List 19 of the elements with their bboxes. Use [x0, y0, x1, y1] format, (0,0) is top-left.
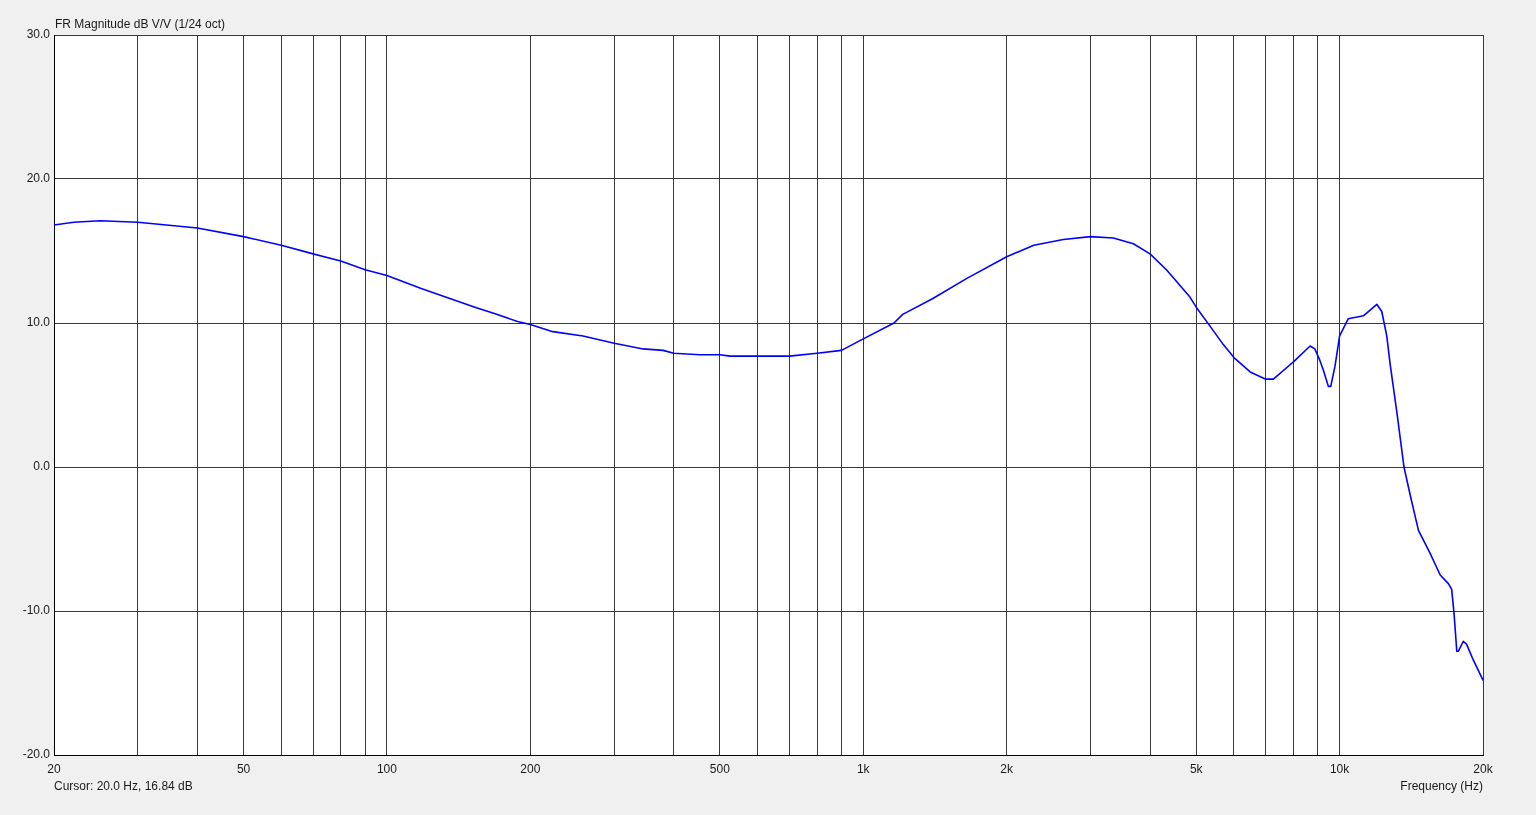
x-tick-label: 1k: [856, 761, 871, 776]
y-tick-label: 30.0: [26, 27, 51, 42]
x-tick-label: 20: [47, 761, 61, 776]
y-tick-label: 10.0: [26, 315, 51, 330]
x-tick-label: 10k: [1329, 761, 1351, 776]
y-axis-title: FR Magnitude dB V/V (1/24 oct): [55, 17, 226, 32]
y-tick-label: 0.0: [33, 459, 51, 474]
y-tick-label: -10.0: [22, 603, 51, 618]
x-tick-label: 5k: [1189, 761, 1204, 776]
x-tick-label: 2k: [1000, 761, 1014, 776]
x-tick-label: 200: [520, 761, 541, 776]
y-tick-label: 20.0: [26, 171, 51, 186]
x-axis-title: Frequency (Hz): [1400, 779, 1483, 794]
x-tick-label: 20k: [1473, 761, 1494, 776]
x-tick-label: 50: [236, 761, 251, 776]
y-tick-label: -20.0: [22, 747, 51, 762]
x-tick-label: 100: [376, 761, 398, 776]
text: Cursor: 20.0 Hz, 16.84 dB: [54, 779, 193, 794]
x-tick-label: 500: [709, 761, 731, 776]
